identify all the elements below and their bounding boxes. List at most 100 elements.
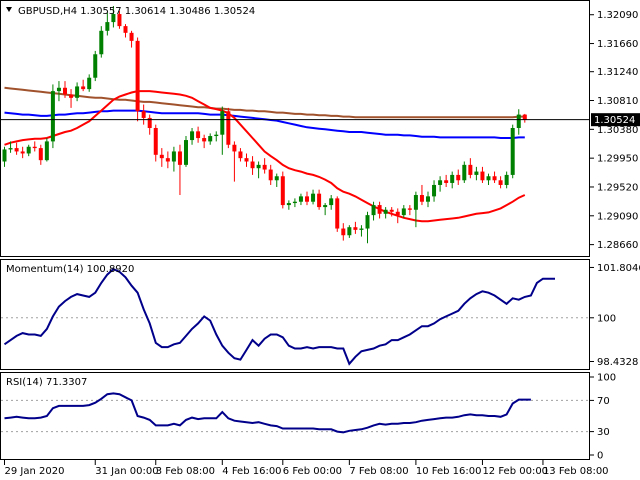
rsi-levels bbox=[1, 399, 589, 433]
current-price-tag: 1.30524 bbox=[591, 113, 640, 127]
candle bbox=[81, 79, 86, 92]
candle bbox=[123, 24, 128, 38]
price-axis: 1.32090 1.31660 1.31240 1.30810 1.30380 1.299… bbox=[590, 10, 638, 251]
candle-body bbox=[395, 211, 400, 216]
candle-body bbox=[111, 14, 116, 23]
candle bbox=[8, 141, 13, 153]
candle-body bbox=[474, 171, 479, 175]
candle bbox=[129, 30, 134, 48]
candle-body bbox=[256, 164, 261, 169]
candle bbox=[184, 136, 188, 167]
candle-body bbox=[311, 193, 316, 202]
candle bbox=[2, 146, 7, 167]
candle-body bbox=[123, 26, 128, 33]
candle bbox=[492, 171, 497, 183]
price-tick-label: 1.31240 bbox=[597, 67, 638, 78]
candle bbox=[292, 198, 297, 208]
candle bbox=[268, 164, 273, 185]
candle bbox=[147, 114, 152, 135]
candle bbox=[432, 180, 437, 202]
candle-body bbox=[214, 134, 219, 137]
candle-body bbox=[516, 114, 521, 128]
candle-body bbox=[407, 208, 412, 210]
candle-body bbox=[323, 205, 328, 208]
candle bbox=[20, 146, 25, 159]
candle bbox=[298, 193, 303, 206]
candle-body bbox=[208, 136, 213, 142]
candle bbox=[50, 84, 55, 149]
rsi-tick-label: 30 bbox=[597, 427, 610, 438]
candle bbox=[359, 225, 364, 237]
candle bbox=[480, 166, 485, 183]
candle-body bbox=[371, 205, 376, 216]
candle bbox=[329, 195, 334, 210]
candle-body bbox=[99, 30, 104, 55]
candle bbox=[262, 158, 267, 174]
candle-body bbox=[280, 176, 285, 206]
candle bbox=[56, 81, 61, 102]
candle-body bbox=[359, 228, 364, 230]
candle-body bbox=[335, 198, 340, 229]
candle-body bbox=[432, 184, 437, 197]
candles bbox=[2, 6, 527, 244]
candle-body bbox=[20, 151, 25, 154]
candle-body bbox=[141, 111, 146, 118]
time-tick-label: 12 Feb 00:00 bbox=[482, 466, 548, 477]
candle-body bbox=[413, 195, 418, 210]
candle-body bbox=[347, 227, 352, 236]
candle-body bbox=[147, 117, 152, 128]
candle-body bbox=[426, 196, 430, 202]
candle bbox=[438, 176, 443, 192]
candle-body bbox=[486, 176, 491, 181]
candle-body bbox=[171, 151, 176, 162]
candle bbox=[75, 82, 80, 102]
momentum-series bbox=[3, 267, 555, 366]
candle-body bbox=[220, 111, 225, 135]
price-tick-label: 1.28660 bbox=[597, 240, 638, 251]
candle-body bbox=[305, 196, 309, 202]
rsi-axis: 100 70 30 0 bbox=[590, 373, 616, 462]
candle-body bbox=[444, 180, 449, 183]
candle bbox=[32, 141, 37, 152]
price-tick-label: 1.29950 bbox=[597, 154, 638, 165]
candle bbox=[323, 203, 328, 216]
price-tick-label: 1.31660 bbox=[597, 39, 638, 50]
candle bbox=[177, 144, 182, 196]
momentum-panel: 101.8046 100 98.4328 Momentum(14) 100.8920 bbox=[0, 259, 640, 370]
candle bbox=[365, 211, 370, 244]
momentum-title: Momentum(14) 100.8920 bbox=[6, 264, 134, 275]
candle bbox=[317, 189, 322, 210]
candle bbox=[444, 174, 449, 187]
candle-body bbox=[165, 158, 170, 162]
candle bbox=[165, 151, 170, 169]
current-price-label: 1.30524 bbox=[594, 115, 635, 126]
candle-body bbox=[32, 146, 37, 149]
candle bbox=[232, 141, 237, 182]
candle bbox=[395, 208, 400, 224]
candle-body bbox=[63, 87, 67, 95]
candle-body bbox=[135, 40, 140, 112]
candle-body bbox=[341, 228, 346, 236]
collapse-triangle-icon[interactable] bbox=[6, 7, 12, 12]
time-tick-label: 6 Feb 00:00 bbox=[283, 466, 342, 477]
candle bbox=[14, 142, 19, 155]
candle bbox=[462, 161, 467, 183]
momentum-tick-label: 100 bbox=[597, 313, 616, 324]
candle-body bbox=[232, 144, 237, 152]
price-tick-label: 1.30380 bbox=[597, 125, 638, 136]
candle bbox=[93, 50, 98, 82]
candle-body bbox=[93, 54, 98, 78]
candle bbox=[504, 171, 509, 189]
candle bbox=[105, 12, 110, 36]
candle bbox=[208, 133, 213, 145]
candle bbox=[44, 138, 49, 162]
momentum-panel-frame bbox=[0, 259, 590, 370]
candle bbox=[69, 89, 74, 108]
price-panel: 1.32090 1.31660 1.31240 1.30810 1.30380 1.299… bbox=[0, 0, 640, 257]
candle-body bbox=[244, 158, 249, 162]
candle-body bbox=[129, 32, 134, 41]
candle-body bbox=[190, 131, 195, 141]
candle bbox=[141, 104, 146, 125]
candle-body bbox=[250, 161, 255, 169]
candle bbox=[377, 201, 382, 219]
